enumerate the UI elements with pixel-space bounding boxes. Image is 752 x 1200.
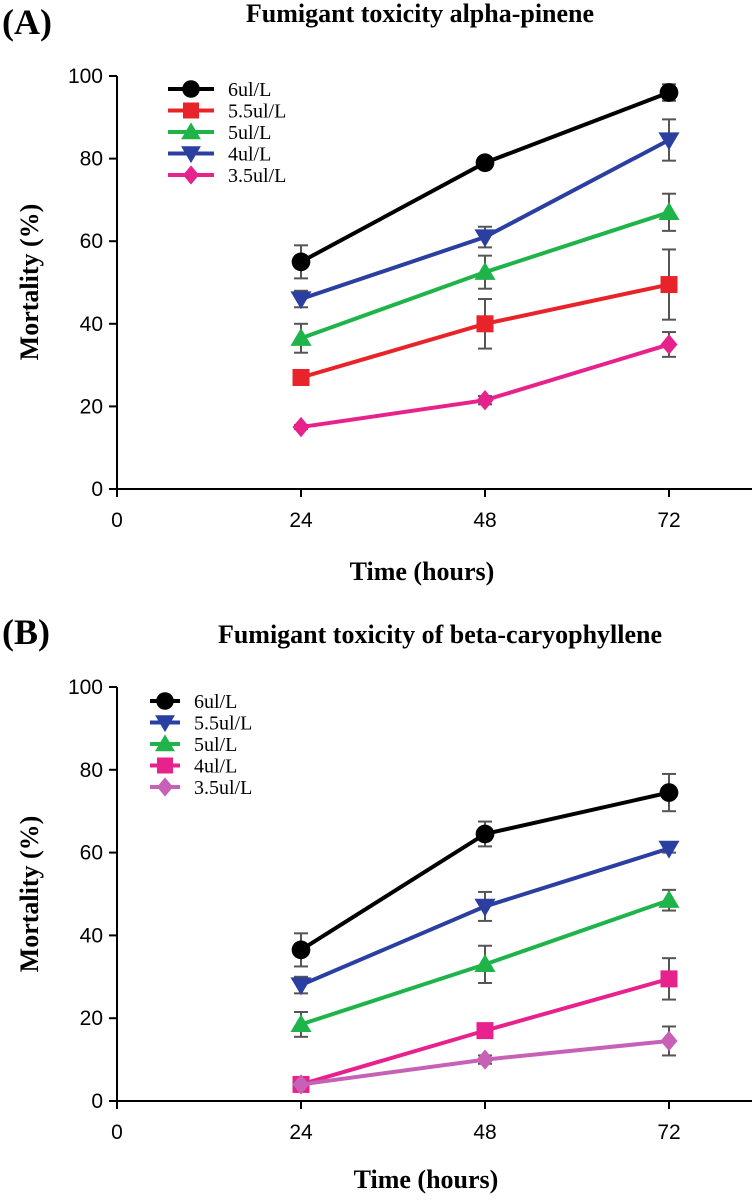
legend-label: 5.5ul/L bbox=[228, 101, 286, 123]
legend-label: 3.5ul/L bbox=[228, 165, 286, 187]
legend-marker bbox=[157, 757, 173, 774]
panel-label: (B) bbox=[2, 612, 50, 652]
y-axis-label: Mortality (%) bbox=[15, 204, 44, 361]
x-tick-label: 24 bbox=[289, 1121, 313, 1144]
data-point bbox=[476, 1049, 494, 1070]
y-tick-label: 40 bbox=[80, 313, 103, 336]
y-tick-label: 100 bbox=[68, 65, 103, 88]
data-point bbox=[658, 840, 680, 859]
legend-marker bbox=[181, 122, 201, 140]
legend-label: 5.5ul/L bbox=[194, 713, 252, 735]
data-point bbox=[476, 390, 494, 411]
data-point bbox=[476, 1022, 494, 1040]
data-point bbox=[476, 315, 494, 333]
legend-marker bbox=[182, 80, 200, 98]
legend-marker bbox=[155, 715, 175, 733]
x-tick-label: 48 bbox=[473, 509, 496, 532]
y-tick-label: 20 bbox=[80, 395, 103, 418]
data-point bbox=[660, 970, 678, 988]
series-5.5ul/L bbox=[292, 248, 678, 386]
data-point bbox=[658, 202, 680, 220]
series-5ul/L bbox=[290, 192, 680, 354]
data-point bbox=[660, 276, 678, 294]
legend-label: 3.5ul/L bbox=[194, 777, 252, 799]
data-point bbox=[292, 368, 310, 386]
x-tick-label: 48 bbox=[473, 1121, 496, 1144]
data-point bbox=[475, 153, 495, 173]
legend-label: 4ul/L bbox=[194, 756, 237, 778]
data-point bbox=[474, 261, 496, 280]
data-point bbox=[290, 328, 312, 346]
x-tick-label: 72 bbox=[657, 1121, 680, 1144]
data-point bbox=[659, 83, 679, 102]
data-point bbox=[474, 898, 496, 917]
x-tick-label: 24 bbox=[289, 509, 313, 532]
series-6ul/L bbox=[291, 772, 679, 968]
y-tick-label: 60 bbox=[80, 230, 103, 253]
y-tick-label: 60 bbox=[80, 842, 103, 865]
data-point bbox=[290, 1014, 312, 1033]
y-tick-label: 80 bbox=[80, 759, 103, 782]
data-point bbox=[291, 252, 311, 272]
series-6ul/L bbox=[291, 83, 679, 280]
legend-marker bbox=[157, 777, 173, 797]
legend-label: 6ul/L bbox=[228, 79, 271, 101]
series-line bbox=[299, 790, 670, 952]
panel-b: (B) Fumigant toxicity of beta-caryophylle… bbox=[2, 612, 752, 1194]
series-5ul/L bbox=[290, 888, 680, 1038]
y-axis-label: Mortality (%) bbox=[15, 816, 44, 973]
series-5.5ul/L bbox=[290, 840, 680, 996]
y-tick-label: 0 bbox=[91, 478, 103, 501]
data-point bbox=[290, 977, 312, 996]
legend-label: 5ul/L bbox=[228, 122, 271, 144]
data-point bbox=[659, 783, 679, 802]
data-point bbox=[474, 954, 496, 973]
x-axis-label: Time (hours) bbox=[350, 557, 495, 586]
data-point bbox=[660, 334, 678, 355]
legend-marker bbox=[156, 692, 174, 710]
y-tick-label: 20 bbox=[80, 1007, 103, 1030]
data-point bbox=[658, 132, 680, 151]
y-tick-label: 80 bbox=[80, 148, 103, 171]
legend-marker bbox=[155, 734, 175, 752]
y-tick-label: 40 bbox=[80, 924, 103, 947]
data-point bbox=[660, 1030, 678, 1052]
series-4ul/L bbox=[290, 118, 680, 310]
data-point bbox=[290, 291, 312, 310]
x-tick-label: 0 bbox=[111, 509, 123, 532]
data-point bbox=[292, 1074, 310, 1095]
x-tick-label: 0 bbox=[111, 1121, 123, 1144]
x-axis-label: Time (hours) bbox=[354, 1165, 499, 1194]
x-tick-label: 72 bbox=[657, 509, 680, 532]
series-3.5ul/L bbox=[292, 331, 678, 438]
series-3.5ul/L bbox=[292, 1025, 678, 1095]
panel-label: (A) bbox=[2, 2, 52, 42]
data-point bbox=[475, 824, 495, 844]
legend-marker bbox=[181, 146, 201, 164]
panel-a: (A) Fumigant toxicity alpha-pinene 0 20 40 60… bbox=[2, 0, 752, 586]
data-point bbox=[658, 890, 680, 908]
data-point bbox=[291, 940, 311, 960]
legend-label: 5ul/L bbox=[194, 734, 237, 756]
y-tick-label: 100 bbox=[68, 676, 103, 699]
y-tick-label: 0 bbox=[91, 1090, 103, 1113]
data-point bbox=[474, 229, 496, 248]
chart-title: Fumigant toxicity alpha-pinene bbox=[246, 0, 594, 28]
series-line bbox=[300, 342, 670, 430]
legend-marker bbox=[183, 165, 199, 185]
legend-marker bbox=[183, 102, 199, 119]
legend-label: 6ul/L bbox=[194, 691, 237, 713]
legend-label: 4ul/L bbox=[228, 144, 271, 166]
data-point bbox=[292, 416, 310, 438]
chart-title: Fumigant toxicity of beta-caryophyllene bbox=[218, 620, 662, 649]
